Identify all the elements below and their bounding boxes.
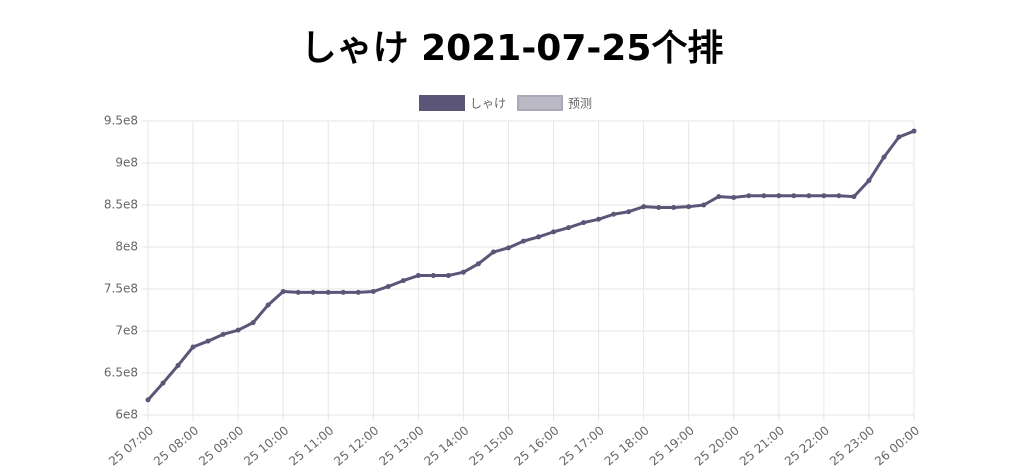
x-tick-label: 25 07:00: [106, 423, 156, 468]
data-point: [370, 289, 376, 295]
data-point: [701, 202, 707, 208]
data-point: [656, 205, 662, 211]
data-point: [896, 134, 902, 140]
data-point: [295, 289, 301, 295]
data-point: [340, 289, 346, 295]
x-tick-label: 25 22:00: [782, 423, 832, 468]
x-tick-label: 25 13:00: [376, 423, 426, 468]
x-tick-label: 26 00:00: [872, 423, 922, 468]
data-point: [175, 362, 181, 368]
data-point: [445, 273, 451, 279]
data-point: [385, 283, 391, 289]
data-point: [686, 204, 692, 210]
legend-swatch: [517, 95, 564, 111]
x-tick-label: 25 17:00: [557, 423, 607, 468]
data-point: [791, 193, 797, 199]
data-point: [581, 220, 587, 226]
chart-title: しゃけ 2021-07-25个排: [301, 28, 724, 69]
data-point: [265, 302, 271, 308]
y-tick-label: 8e8: [115, 240, 138, 254]
data-point: [731, 194, 737, 200]
x-tick-label: 25 10:00: [241, 423, 291, 468]
data-point: [430, 273, 436, 279]
x-tick-label: 25 19:00: [647, 423, 697, 468]
y-tick-label: 6.5e8: [104, 366, 138, 380]
legend-swatch: [419, 95, 465, 111]
data-point: [235, 327, 241, 333]
y-tick-label: 7.5e8: [104, 282, 138, 296]
data-point: [596, 216, 602, 222]
data-point: [536, 234, 542, 240]
x-tick-label: 25 11:00: [286, 423, 336, 468]
data-point: [611, 211, 617, 217]
x-tick-label: 25 15:00: [467, 423, 517, 468]
y-tick-label: 9.5e8: [104, 114, 138, 128]
data-point: [566, 225, 572, 231]
data-point: [310, 289, 316, 295]
data-point: [671, 205, 677, 211]
data-point: [460, 269, 466, 275]
data-point: [220, 331, 226, 337]
series-line: [146, 129, 915, 401]
data-point: [806, 193, 812, 199]
data-point: [355, 289, 361, 295]
data-point: [160, 380, 166, 386]
data-point: [716, 194, 722, 200]
data-point: [761, 193, 767, 199]
x-tick-label: 25 12:00: [331, 423, 381, 468]
data-point: [551, 229, 557, 235]
data-point: [881, 154, 887, 160]
data-point: [836, 193, 842, 199]
data-point: [626, 209, 632, 215]
legend-label: しゃけ: [470, 97, 506, 111]
data-point: [520, 238, 526, 244]
x-tick-label: 25 23:00: [827, 423, 877, 468]
data-point: [205, 338, 211, 344]
x-tick-label: 25 09:00: [196, 423, 246, 468]
data-point: [325, 289, 331, 295]
y-tick-label: 8.5e8: [104, 198, 138, 212]
data-point: [280, 289, 286, 295]
data-point: [145, 397, 151, 403]
data-point: [911, 128, 917, 134]
x-tick-label: 25 21:00: [737, 423, 787, 468]
x-tick-label: 25 08:00: [151, 423, 201, 468]
y-tick-label: 9e8: [115, 156, 138, 170]
x-tick-label: 25 20:00: [692, 423, 742, 468]
data-point: [821, 193, 827, 199]
data-point: [475, 261, 481, 267]
data-point: [400, 278, 406, 284]
y-tick-label: 6e8: [115, 408, 138, 422]
x-tick-label: 25 14:00: [421, 423, 471, 468]
data-point: [746, 193, 752, 199]
data-point: [490, 249, 496, 255]
data-point: [866, 178, 872, 184]
x-tick-label: 25 18:00: [602, 423, 652, 468]
data-point: [776, 193, 782, 199]
data-point: [505, 245, 511, 251]
legend-label: 预测: [568, 97, 592, 111]
y-tick-label: 7e8: [115, 324, 138, 338]
data-point: [641, 204, 647, 210]
data-point: [190, 344, 196, 350]
data-point: [250, 320, 256, 326]
data-point: [415, 273, 421, 279]
x-tick-label: 25 16:00: [512, 423, 562, 468]
data-point: [851, 194, 857, 200]
